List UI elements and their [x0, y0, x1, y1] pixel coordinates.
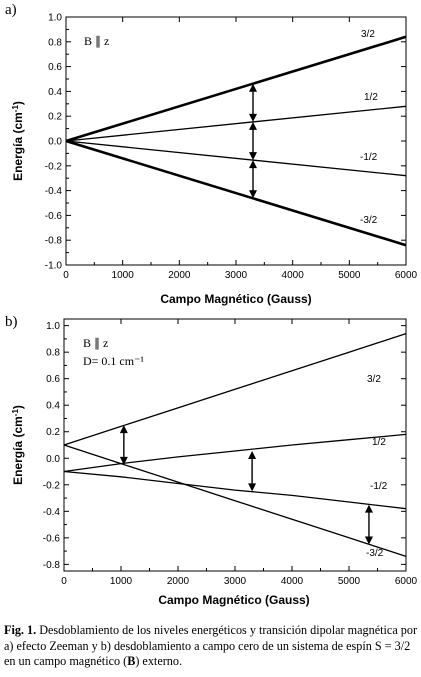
x-axis-label: Campo Magnético (Gauss) [160, 292, 311, 306]
figure-caption: Fig. 1. Desdoblamiento de los niveles en… [4, 623, 418, 670]
series-label: 3/2 [367, 374, 381, 385]
x-tick-label: 2000 [168, 270, 191, 281]
series-line [65, 140, 407, 177]
series-label: 3/2 [361, 29, 375, 40]
series-line [65, 139, 407, 247]
arrow-head-up [249, 160, 257, 169]
y-tick-label: 0.6 [48, 62, 62, 73]
arrow-head-up [364, 504, 373, 513]
series-label: 1/2 [372, 437, 386, 448]
x-axis-label: Campo Magnético (Gauss) [158, 593, 309, 607]
figure: a) 0 1000 2000 3000 4000 5000 6000 -1.0 -0.8 -0.6 -… [5, 2, 418, 607]
x-tick-label: 3000 [225, 270, 248, 281]
arrow-head-down [364, 536, 373, 545]
field-annotation: D= 0.1 cm⁻¹ [83, 354, 144, 368]
arrow-head-up [249, 121, 257, 130]
y-tick-label: -0.8 [43, 560, 61, 571]
x-tick-label: 4000 [281, 576, 304, 587]
series-line [63, 433, 407, 473]
x-tick-label: 1000 [110, 576, 133, 587]
y-tick-label: 1.0 [46, 321, 60, 332]
x-tick-label: 3000 [224, 576, 247, 587]
arrow-head-down [249, 190, 257, 199]
x-tick-label: 6000 [395, 270, 418, 281]
x-tick-label: 5000 [338, 576, 361, 587]
series-label: -1/2 [370, 481, 388, 492]
y-tick-label: 0.4 [46, 401, 60, 412]
y-tick-label: 0.0 [48, 137, 62, 148]
x-tick-label: 0 [61, 576, 67, 587]
y-tick-label: -1.0 [45, 261, 63, 272]
series-line [63, 470, 407, 510]
y-tick-label: -0.8 [45, 236, 63, 247]
y-axis-label: Energía (cm-1) [11, 405, 26, 485]
field-annotation: B ∥ z [83, 336, 108, 350]
y-tick-label: 0.2 [48, 112, 62, 123]
y-tick-label: 0.8 [46, 348, 60, 359]
y-tick-label: -0.4 [43, 507, 61, 518]
y-tick-label: 0.4 [48, 87, 62, 98]
y-tick-label: 0.8 [48, 37, 62, 48]
panel-label: b) [5, 314, 18, 330]
series-label: 1/2 [364, 92, 378, 103]
x-tick-label: 6000 [395, 576, 418, 587]
arrow-head-up [119, 425, 128, 434]
field-annotation: B ∥ z [84, 34, 109, 48]
series-label: -3/2 [366, 548, 384, 559]
arrow-head-up [248, 450, 257, 459]
arrow-head-down [249, 113, 257, 122]
caption-label: Fig. 1. [4, 623, 37, 637]
arrow-head-down [249, 152, 257, 161]
caption-bold-symbol: B [127, 654, 136, 668]
y-tick-label: 0.2 [46, 427, 60, 438]
series-label: -3/2 [360, 215, 378, 226]
arrow-head-down [119, 456, 128, 465]
x-tick-label: 4000 [282, 270, 305, 281]
plot-frame [65, 16, 407, 266]
y-tick-label: -0.6 [43, 533, 61, 544]
y-tick-label: 0.0 [46, 454, 60, 465]
x-tick-label: 0 [63, 270, 69, 281]
series-line [63, 444, 407, 558]
arrow-head-down [248, 483, 257, 492]
series-line [65, 35, 407, 143]
y-axis-label: Energía (cm-1) [11, 101, 26, 181]
series-label: -1/2 [360, 152, 378, 163]
panel-b: b) 0 1000 2000 3000 4000 5000 6000 -0.8 -0.6 -0.4 -… [5, 314, 418, 607]
series-line [63, 332, 407, 446]
x-tick-label: 2000 [167, 576, 190, 587]
y-tick-label: -0.2 [43, 480, 61, 491]
arrow-head-up [249, 83, 257, 92]
y-tick-label: 1.0 [48, 13, 62, 24]
x-tick-label: 5000 [338, 270, 361, 281]
x-tick-label: 1000 [112, 270, 135, 281]
panel-label: a) [5, 2, 17, 18]
y-tick-label: -0.6 [45, 211, 63, 222]
panel-a: a) 0 1000 2000 3000 4000 5000 6000 -1.0 -0.8 -0.6 -… [5, 2, 418, 306]
y-tick-label: -0.2 [45, 161, 63, 172]
caption-text-2: ) externo. [135, 654, 183, 668]
y-tick-label: 0.6 [46, 374, 60, 385]
series-line [65, 105, 407, 142]
caption-text-1: Desdoblamiento de los niveles energético… [4, 623, 418, 668]
y-tick-label: -0.4 [45, 186, 63, 197]
